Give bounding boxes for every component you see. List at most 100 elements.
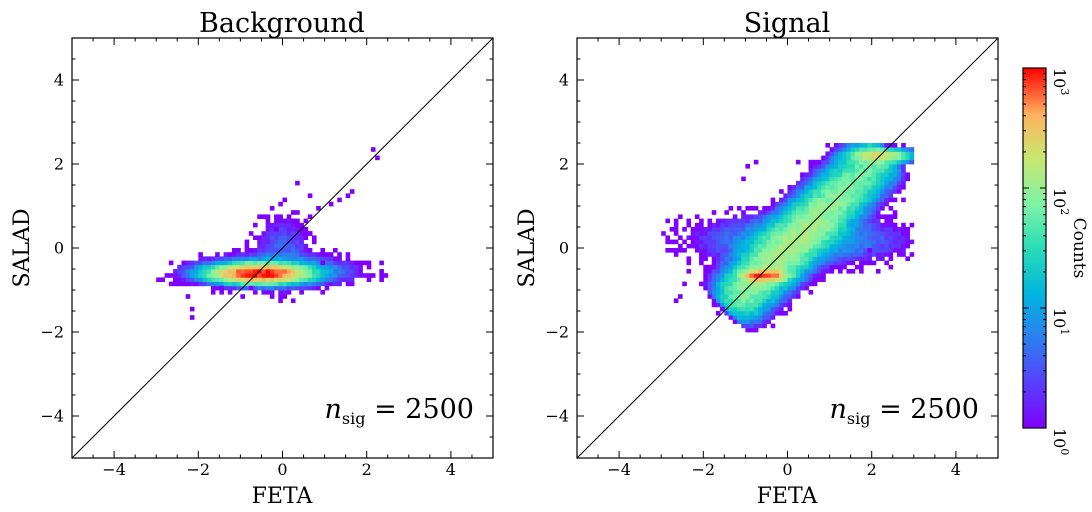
heatmap-cell (278, 277, 283, 282)
heatmap-cell (745, 239, 751, 245)
heatmap-cell (278, 273, 283, 278)
heatmap-cell (888, 248, 894, 253)
heatmap-cell (766, 210, 772, 215)
heatmap-cell (741, 264, 746, 270)
heatmap-cell (846, 180, 852, 186)
heatmap-cell (715, 231, 721, 236)
heatmap-cell (762, 323, 767, 329)
heatmap-cell (206, 264, 212, 270)
heatmap-cell (282, 239, 288, 245)
colorbar: 100 101 102 103 Counts (1022, 67, 1089, 455)
heatmap-cell (783, 273, 788, 278)
heatmap-cell (812, 180, 818, 186)
heatmap-cell (311, 239, 317, 245)
heatmap-cell (715, 218, 721, 224)
x-tick-label: −2 (692, 460, 716, 479)
heatmap-cell (791, 210, 797, 215)
heatmap-cell (842, 210, 847, 215)
heatmap-cell (871, 243, 877, 249)
heatmap-cell (880, 201, 885, 207)
heatmap-cell (337, 269, 342, 274)
heatmap-cell (821, 273, 826, 278)
heatmap-cell (181, 277, 187, 282)
heatmap-cell (673, 231, 679, 236)
heatmap-cell (859, 243, 864, 249)
heatmap-cell (707, 264, 713, 270)
heatmap-cell (888, 206, 894, 211)
heatmap-cell (888, 185, 894, 190)
heatmap-cell (795, 222, 801, 228)
heatmap-cell (812, 256, 818, 261)
heatmap-cell (290, 210, 296, 215)
heatmap-cell (732, 319, 738, 324)
heatmap-cell (724, 256, 729, 261)
heatmap-cell (295, 180, 300, 186)
heatmap-cell (821, 180, 826, 186)
heatmap-cell (901, 159, 906, 165)
heatmap-cell (236, 260, 241, 266)
heatmap-cell (741, 277, 746, 282)
heatmap-cell (307, 277, 313, 282)
heatmap-cell (669, 239, 675, 245)
heatmap-cell (673, 248, 679, 253)
heatmap-cell (236, 273, 241, 278)
heatmap-cell (829, 206, 835, 211)
heatmap-cell (804, 256, 809, 261)
heatmap-cell (758, 235, 763, 240)
heatmap-cell (783, 210, 788, 215)
heatmap-cell (320, 290, 325, 295)
heatmap-cell (678, 294, 683, 299)
heatmap-cell (244, 256, 250, 261)
heatmap-cell (787, 285, 793, 291)
heatmap-cell (303, 252, 309, 257)
heatmap-cell (770, 197, 776, 203)
heatmap-cell (177, 273, 182, 278)
heatmap-cell (829, 176, 835, 182)
heatmap-cell (741, 269, 746, 274)
heatmap-cell (282, 273, 288, 278)
heatmap-cell (707, 218, 713, 224)
heatmap-cell (850, 147, 856, 152)
heatmap-cell (181, 260, 187, 266)
heatmap-cell (749, 231, 755, 236)
heatmap-cell (295, 269, 300, 274)
heatmap-cell (909, 151, 915, 156)
heatmap-cell (189, 281, 195, 287)
heatmap-cell (795, 290, 801, 295)
heatmap-cell (736, 311, 742, 316)
heatmap-cell (253, 248, 258, 253)
heatmap-cell (290, 222, 296, 228)
heatmap-cell (774, 235, 780, 240)
heatmap-cell (871, 210, 877, 215)
heatmap-cell (905, 256, 910, 261)
heatmap-cell (732, 277, 738, 282)
heatmap-cell (762, 252, 767, 257)
heatmap-cell (762, 273, 767, 278)
heatmap-cell (854, 180, 860, 186)
heatmap-cell (791, 235, 797, 240)
heatmap-cell (749, 227, 755, 232)
heatmap-cell (770, 290, 776, 295)
heatmap-cell (896, 243, 902, 249)
heatmap-cell (901, 235, 906, 240)
heatmap-cell (825, 159, 830, 165)
heatmap-cell (854, 172, 860, 177)
heatmap-cell (892, 231, 898, 236)
heatmap-cell (838, 164, 843, 169)
heatmap-cell (850, 155, 856, 161)
heatmap-cell (871, 239, 877, 245)
colorbar-gradient (1022, 67, 1047, 429)
heatmap-cell (707, 243, 713, 249)
heatmap-cell (274, 243, 279, 249)
heatmap-cell (253, 285, 258, 291)
heatmap-cell (812, 185, 818, 190)
heatmap-cell (859, 239, 864, 245)
heatmap-cell (863, 256, 868, 261)
heatmap-cell (846, 239, 852, 245)
heatmap-cell (686, 269, 692, 274)
heatmap-cell (724, 290, 729, 295)
heatmap-cell (244, 277, 250, 282)
heatmap-cell (724, 269, 729, 274)
heatmap-cell (741, 248, 746, 253)
heatmap-cell (686, 256, 692, 261)
